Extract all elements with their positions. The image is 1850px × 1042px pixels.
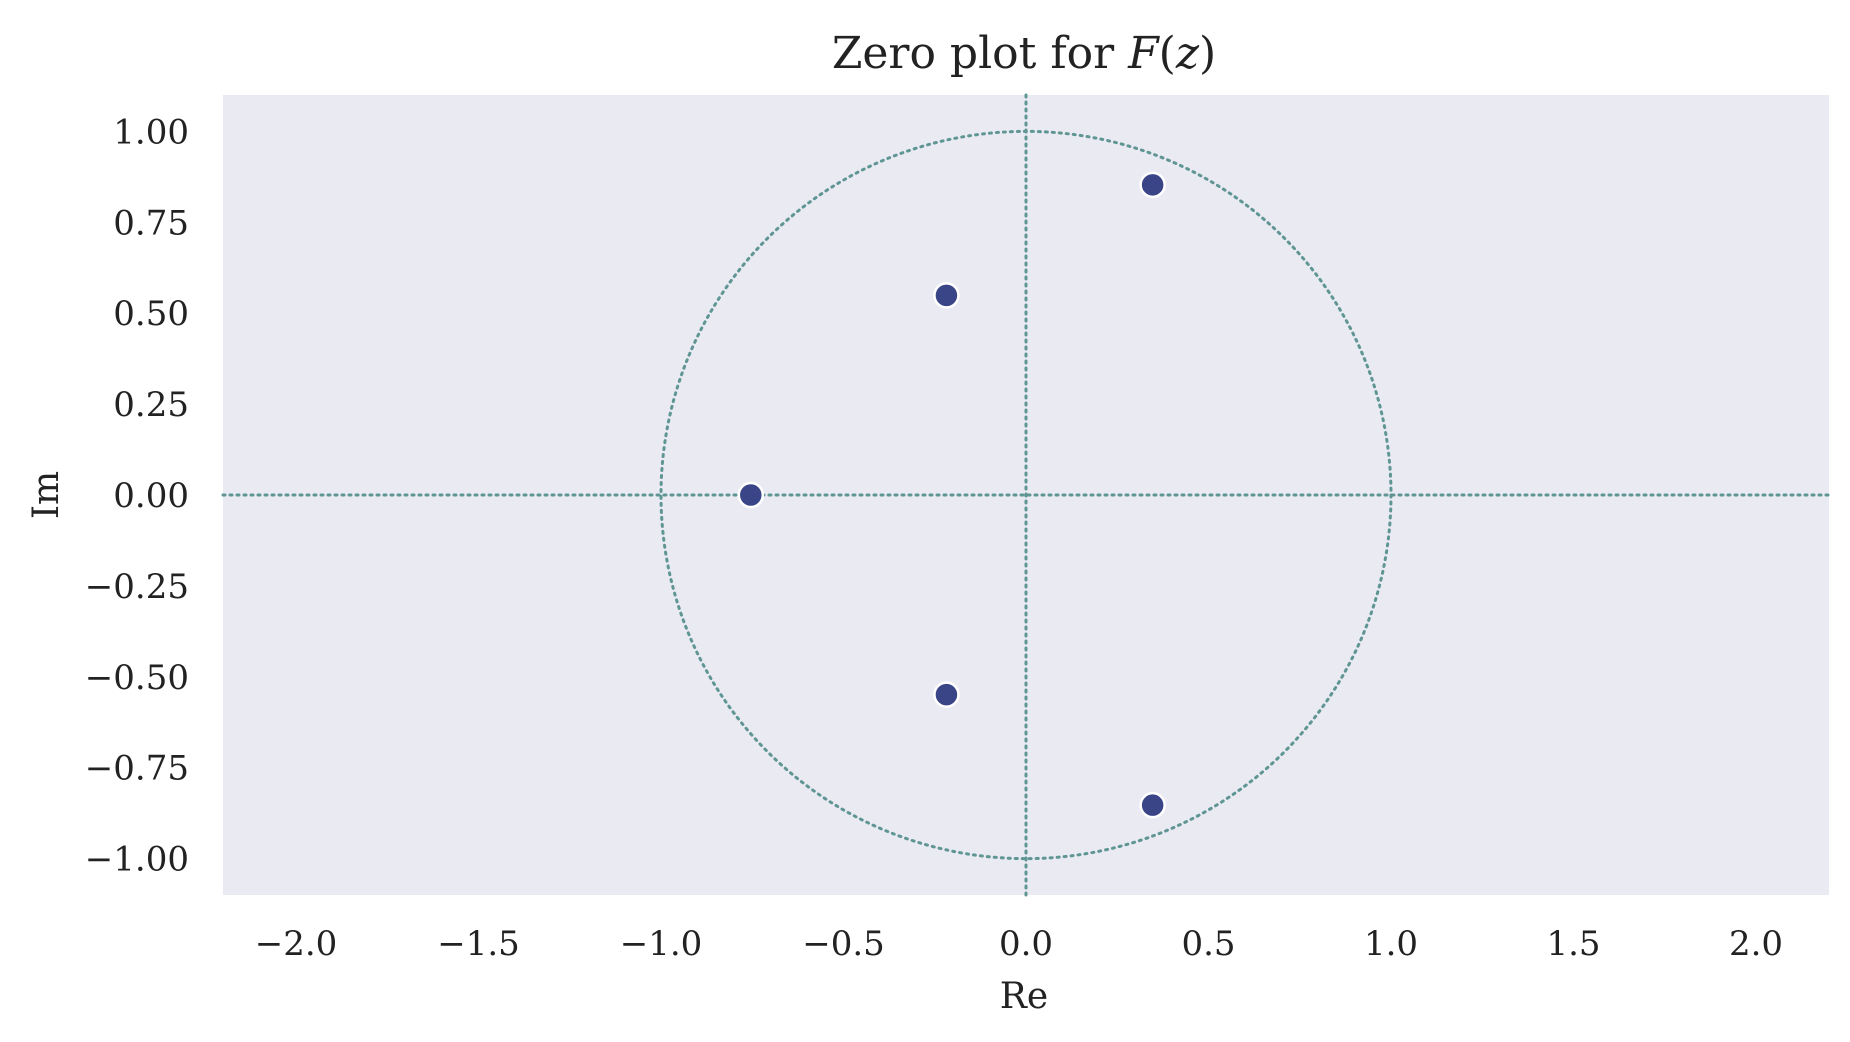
y-tick-labels: 1.00 0.75 0.50 0.25 0.00 −0.25 −0.50 −0.75 −1.00 xyxy=(85,112,189,879)
y-tick-label: 0.25 xyxy=(113,385,189,425)
y-tick-label: 0.75 xyxy=(113,203,189,243)
x-tick-label: 2.0 xyxy=(1729,924,1783,964)
y-tick-label: 1.00 xyxy=(113,112,189,152)
x-tick-label: −1.0 xyxy=(620,924,703,964)
zero-point-0 xyxy=(1139,171,1166,199)
y-tick-label: −0.75 xyxy=(85,749,189,789)
zero-points xyxy=(737,171,1166,819)
x-tick-label: −0.5 xyxy=(802,924,885,964)
x-tick-label: 1.0 xyxy=(1364,924,1418,964)
zero-point-2 xyxy=(737,481,765,509)
y-axis-label: Im xyxy=(26,471,67,519)
zero-point-4 xyxy=(1139,791,1166,819)
x-tick-label: 0.5 xyxy=(1181,924,1235,964)
x-tick-label: 1.5 xyxy=(1546,924,1600,964)
zero-point-1 xyxy=(933,282,960,309)
y-tick-label: 0.50 xyxy=(113,294,189,334)
y-tick-label: −1.00 xyxy=(85,840,189,880)
unit-circle xyxy=(659,129,1393,861)
y-tick-label: 0.00 xyxy=(113,476,189,516)
reference-lines xyxy=(221,93,1831,897)
x-tick-label: −1.5 xyxy=(437,924,520,964)
y-tick-label: −0.50 xyxy=(85,658,189,698)
x-tick-label: −2.0 xyxy=(255,924,338,964)
zero-point-3 xyxy=(933,681,960,708)
x-axis-label: Re xyxy=(1000,976,1048,1017)
chart-title: Zero plot for F(z) xyxy=(832,28,1216,79)
x-tick-label: 0.0 xyxy=(999,924,1053,964)
y-tick-label: −0.25 xyxy=(85,567,189,607)
x-tick-labels: −2.0 −1.5 −1.0 −0.5 0.0 0.5 1.0 1.5 2.0 xyxy=(255,924,1783,964)
